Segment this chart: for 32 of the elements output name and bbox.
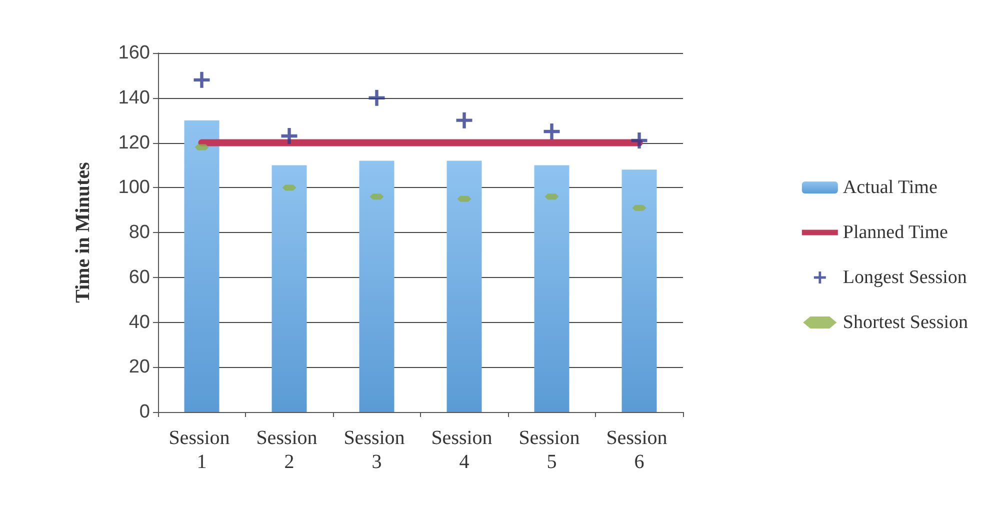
y-tick-label: 80 xyxy=(128,222,150,243)
y-tick-label: 100 xyxy=(118,177,150,198)
point xyxy=(456,112,472,128)
y-tick-label: 160 xyxy=(118,42,150,64)
legend-label: Shortest Session xyxy=(842,312,968,333)
point xyxy=(631,132,648,149)
x-tick-label: Session 5 xyxy=(518,427,585,473)
bar xyxy=(622,170,657,412)
y-tick-label: 40 xyxy=(128,312,150,333)
legend-label: Longest Session xyxy=(842,267,968,288)
y-tick-label: 0 xyxy=(139,402,150,422)
legend-label: Planned Time xyxy=(842,222,948,243)
y-tick-label: 20 xyxy=(128,356,150,378)
point xyxy=(194,72,210,88)
legend-label: Actual Time xyxy=(842,177,938,198)
bar xyxy=(272,165,307,412)
bar xyxy=(446,160,482,412)
x-tick-label: Session 4 xyxy=(431,427,498,473)
y-axis-title: Time in Minutes xyxy=(72,162,94,303)
y-tick-label: 60 xyxy=(128,266,150,288)
bar xyxy=(359,160,394,412)
y-tick-label: 140 xyxy=(118,87,150,108)
y-tick-label: 120 xyxy=(118,132,150,154)
point xyxy=(368,90,385,106)
point xyxy=(544,124,560,140)
bar xyxy=(534,165,570,412)
bar xyxy=(184,120,220,412)
x-tick-label: Session 2 xyxy=(256,427,322,473)
x-tick-label: Session 6 xyxy=(606,427,672,473)
x-tick-label: Session 3 xyxy=(344,427,410,473)
point xyxy=(281,128,298,144)
x-tick-label: Session 1 xyxy=(168,427,235,473)
